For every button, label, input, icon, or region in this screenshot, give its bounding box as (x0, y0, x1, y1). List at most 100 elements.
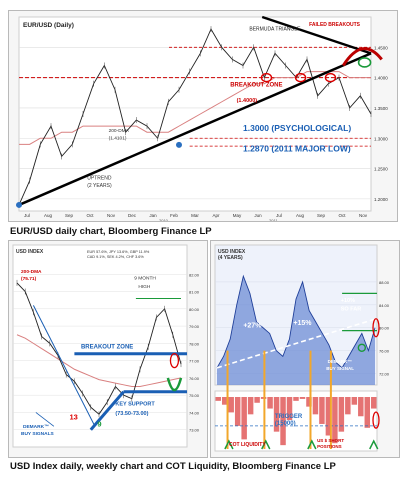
support-trend-line (89, 390, 125, 431)
y-tick-label: 73.00 (189, 428, 200, 433)
cot-bar (273, 397, 280, 432)
year-label: 2011 (269, 218, 278, 221)
dma-annotation-value: (1.4101) (109, 135, 127, 141)
x-tick-label: Oct (86, 213, 94, 218)
usd-index-caption: USD Index daily, weekly chart and COT Li… (10, 461, 336, 472)
failed-breakouts-label: FAILED BREAKOUTS (309, 22, 361, 28)
y-tick-label: 1.2000 (374, 197, 388, 202)
legend-text: CAD 9.1%, SEK 4.2%, CHF 3.6% (87, 255, 144, 259)
chart-title: EUR/USD (Daily) (23, 22, 74, 29)
cot-arrow (261, 439, 271, 450)
eurusd-caption: EUR/USD daily chart, Bloomberg Finance L… (10, 226, 212, 237)
cot-bar (293, 397, 299, 401)
y-tick-label: 80.00 (379, 326, 390, 331)
breakout-level-label: (1.4000) (237, 98, 258, 104)
cot-bar (325, 397, 332, 436)
key-support-range: (73.50-73.00) (115, 411, 148, 417)
cot-bar (358, 397, 364, 417)
x-tick-label: Mar (191, 213, 199, 218)
breakout-zone-label: BREAKOUT ZONE (230, 83, 282, 89)
y-tick-label: 76.00 (379, 349, 390, 354)
psychological-label: 1.3000 (PSYCHOLOGICAL) (243, 123, 351, 133)
demark-label: DEMARK™ (328, 359, 352, 364)
reversal-arrow (342, 47, 383, 67)
y-tick-label: 79.00 (189, 324, 200, 329)
y-tick-label: 77.00 (189, 359, 200, 364)
y-tick-label: 76.00 (189, 376, 200, 381)
x-tick-label: Apr (212, 213, 220, 218)
y-tick-label: 82.00 (189, 272, 200, 277)
year-label: 2010 (159, 218, 169, 221)
trigger-value: (15000) (275, 421, 296, 427)
key-support-label: KEY SUPPORT (115, 402, 155, 408)
cot-bar (228, 397, 234, 413)
short-positions-label-2: POSITIONS (317, 444, 342, 449)
dma-annotation: 200-DMA (21, 269, 42, 275)
usd-index-daily-panel: 73.00 74.00 75.00 76.00 77.00 78.00 79.00 80.00… (8, 240, 208, 458)
x-tick-label: Sep (317, 213, 326, 218)
gain-label-3: +10% (341, 298, 355, 304)
cot-arrow (307, 439, 317, 450)
uptrend-line (18, 52, 372, 207)
cot-bar (215, 397, 221, 401)
signal-circle (372, 318, 380, 338)
bermuda-label: BERMUDA TRIANGLE (249, 26, 301, 32)
cot-arrow (369, 439, 379, 450)
area-line (216, 274, 376, 369)
cot-bar (247, 397, 254, 415)
downtrend-line (32, 305, 96, 427)
chart-title: USD INDEX (16, 249, 44, 255)
cot-bar (338, 397, 345, 432)
cot-bar (254, 397, 260, 403)
x-tick-label: May (233, 213, 242, 218)
failed-breakout-circle (294, 72, 307, 83)
uptrend-label: UPTREND (87, 175, 112, 181)
cot-bar (267, 397, 273, 409)
y-tick-label: 75.00 (189, 393, 200, 398)
signal-circle (169, 352, 180, 369)
y-tick-label: 72.00 (379, 372, 390, 377)
x-tick-label: Feb (170, 213, 178, 218)
trigger-label: TRIGGER (275, 414, 303, 420)
cot-bar (221, 397, 228, 405)
cot-bar (345, 397, 351, 415)
legend-text: EUR 57.6%, JPY 13.6%, GBP 11.9% (87, 250, 150, 254)
major-low-label: 1.2870 (2011 MAJOR LOW) (243, 144, 351, 154)
demark-count-13: 13 (69, 412, 77, 421)
demark-count-9: 9 (97, 419, 101, 428)
x-tick-label: Aug (296, 213, 305, 218)
cot-label: COT LIQUIDITY (229, 442, 266, 448)
demark-label-2: BUY SIGNALS (21, 431, 54, 437)
demark-circle (357, 343, 367, 352)
y-tick-label: 80.00 (189, 307, 200, 312)
demark-arrow (35, 412, 55, 427)
breakout-zone-label: BREAKOUT ZONE (81, 345, 133, 351)
gain-label-1: +27% (243, 323, 262, 330)
x-tick-label: Jul (24, 213, 30, 218)
short-positions-label: US $ SHORT (317, 438, 344, 443)
y-tick-label: 84.00 (379, 303, 390, 308)
current-price-circle (357, 57, 372, 68)
gain-label-3b: SO FAR (341, 307, 362, 313)
failed-breakout-circle (260, 72, 273, 83)
y-tick-label: 1.3500 (374, 106, 388, 111)
cot-bar (332, 397, 338, 444)
dma-line (16, 334, 182, 388)
y-tick-label: 1.4500 (374, 45, 388, 50)
trend-touch-point (176, 141, 182, 148)
uptrend-years-label: (2 YEARS) (87, 183, 112, 189)
reversal-arrow (166, 377, 183, 392)
x-tick-label: Nov (359, 213, 368, 218)
chart-title: USD INDEX (218, 249, 246, 255)
x-tick-label: Jul (276, 213, 282, 218)
y-tick-label: 88.00 (379, 280, 390, 285)
dma-annotation-value: (75.71) (21, 276, 37, 282)
area-fill (217, 276, 375, 385)
eurusd-chart: 1.2000 1.2500 1.3000 1.3500 1.4000 1.4500 Jul A… (16, 15, 388, 223)
trend-line (216, 318, 376, 369)
cot-bar (371, 397, 377, 409)
x-tick-label: Sep (65, 213, 74, 218)
y-tick-label: 1.2500 (374, 167, 388, 172)
cot-bar (241, 397, 247, 440)
cot-bar (319, 397, 325, 424)
